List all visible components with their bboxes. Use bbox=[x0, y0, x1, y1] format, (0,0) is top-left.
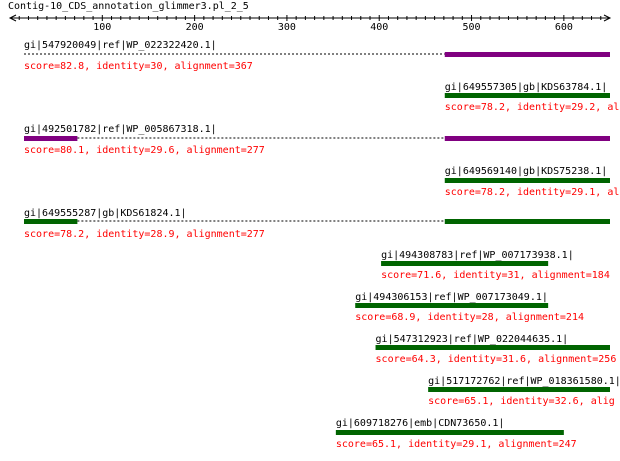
hit-id-label[interactable]: gi|494306153|ref|WP_007173049.1| bbox=[355, 292, 548, 303]
alignment-bar[interactable] bbox=[444, 178, 610, 183]
hit-id-label[interactable]: gi|609718276|emb|CDN73650.1| bbox=[336, 418, 505, 429]
hit-track[interactable]: gi|649555287|gb|KDS61824.1| score=78.2, i… bbox=[24, 208, 610, 240]
alignment-bar[interactable] bbox=[375, 345, 610, 350]
hit-score-label: score=65.1, identity=32.6, alig bbox=[428, 396, 615, 407]
hit-id-label[interactable]: gi|649569140|gb|KDS75238.1| bbox=[445, 166, 608, 177]
hit-id-label[interactable]: gi|492501782|ref|WP_005867318.1| bbox=[24, 124, 217, 135]
hit-track[interactable]: gi|609718276|emb|CDN73650.1| score=65.1, … bbox=[335, 418, 577, 450]
hit-track[interactable]: gi|492501782|ref|WP_005867318.1| score=80… bbox=[24, 124, 610, 156]
axis-left-arrow bbox=[8, 14, 17, 22]
hit-track[interactable]: gi|494306153|ref|WP_007173049.1| score=68… bbox=[355, 292, 584, 323]
hit-score-label: score=78.2, identity=29.1, alignment=18 bbox=[445, 187, 620, 198]
hit-track[interactable]: gi|547312923|ref|WP_022044635.1| score=64… bbox=[375, 334, 617, 365]
alignment-bar[interactable] bbox=[428, 387, 610, 392]
hit-track[interactable]: gi|649557305|gb|KDS63784.1| score=78.2, i… bbox=[444, 82, 620, 113]
alignment-bar[interactable] bbox=[24, 219, 78, 224]
hit-score-label: score=65.1, identity=29.1, alignment=247 bbox=[336, 439, 577, 450]
tick-label: 300 bbox=[278, 22, 296, 33]
hit-id-label[interactable]: gi|517172762|ref|WP_018361580.1| bbox=[428, 376, 620, 387]
hit-track[interactable]: gi|649569140|gb|KDS75238.1| score=78.2, i… bbox=[444, 166, 620, 198]
alignment-bar[interactable] bbox=[444, 219, 610, 224]
tick-label: 200 bbox=[186, 22, 204, 33]
hit-score-label: score=78.2, identity=28.9, alignment=277 bbox=[24, 229, 265, 240]
hit-id-label[interactable]: gi|547312923|ref|WP_022044635.1| bbox=[376, 334, 569, 345]
contig-title: Contig-10_CDS_annotation_glimmer3.pl_2_5 bbox=[8, 1, 249, 12]
alignment-bar[interactable] bbox=[355, 303, 549, 308]
alignment-bar[interactable] bbox=[444, 52, 610, 57]
hit-id-label[interactable]: gi|547920049|ref|WP_022322420.1| bbox=[24, 40, 217, 51]
alignment-bar[interactable] bbox=[444, 93, 610, 98]
alignment-bar[interactable] bbox=[24, 136, 78, 141]
tick-label: 100 bbox=[93, 22, 111, 33]
hit-score-label: score=78.2, identity=29.2, alignment=18 bbox=[445, 102, 620, 113]
hit-id-label[interactable]: gi|649555287|gb|KDS61824.1| bbox=[24, 208, 187, 219]
hit-score-label: score=64.3, identity=31.6, alignment=256 bbox=[376, 354, 617, 365]
tick-label: 500 bbox=[463, 22, 481, 33]
hit-id-label[interactable]: gi|649557305|gb|KDS63784.1| bbox=[445, 82, 608, 93]
hit-track[interactable]: gi|494308783|ref|WP_007173938.1| score=71… bbox=[381, 250, 610, 281]
hit-score-label: score=80.1, identity=29.6, alignment=277 bbox=[24, 145, 265, 156]
hit-id-label[interactable]: gi|494308783|ref|WP_007173938.1| bbox=[381, 250, 574, 261]
hit-score-label: score=82.8, identity=30, alignment=367 bbox=[24, 61, 253, 72]
axis-right-arrow bbox=[603, 14, 612, 22]
hit-track[interactable]: gi|517172762|ref|WP_018361580.1| score=65… bbox=[428, 376, 620, 407]
tick-label: 400 bbox=[370, 22, 388, 33]
hit-score-label: score=71.6, identity=31, alignment=184 bbox=[381, 270, 610, 281]
tick-label: 600 bbox=[555, 22, 573, 33]
hit-track[interactable]: gi|547920049|ref|WP_022322420.1| score=82… bbox=[24, 40, 610, 72]
alignment-bar[interactable] bbox=[444, 136, 610, 141]
alignment-bar[interactable] bbox=[381, 261, 549, 266]
hit-score-label: score=68.9, identity=28, alignment=214 bbox=[355, 312, 584, 323]
alignment-bar[interactable] bbox=[335, 430, 564, 435]
position-axis: 100 200 300 400 500 600 bbox=[8, 14, 612, 33]
hit-tracks: gi|547920049|ref|WP_022322420.1| score=82… bbox=[24, 40, 620, 450]
